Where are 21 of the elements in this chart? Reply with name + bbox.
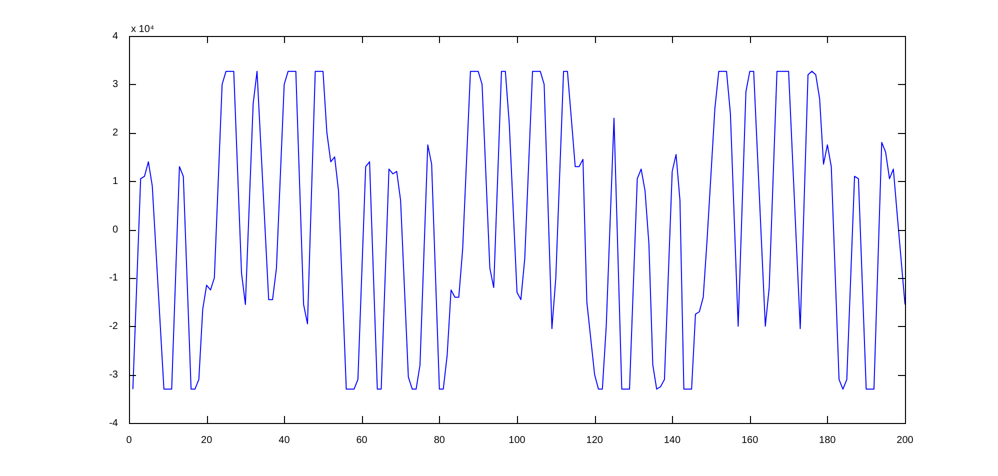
y-tick-label: -3 [109, 369, 118, 380]
x-tick-label: 40 [278, 434, 290, 446]
y-tick-label: -2 [109, 321, 118, 332]
x-tick-label: 100 [508, 434, 526, 446]
y-tick-label: -4 [109, 418, 118, 429]
y-tick-label: 4 [112, 30, 118, 42]
x-tick-label: 140 [664, 434, 681, 446]
y-tick-label: 0 [112, 224, 118, 236]
x-tick-label: 180 [819, 434, 836, 446]
y-tick-label: 2 [112, 128, 118, 138]
text: x 10⁴ [131, 24, 154, 35]
x-tick-label: 0 [126, 434, 132, 446]
x-tick-label: 20 [201, 434, 213, 446]
x-tick-label: 80 [434, 434, 446, 446]
x-tick-label: 60 [356, 434, 368, 446]
y-tick-label: 3 [112, 79, 118, 90]
y-tick-label: -1 [109, 272, 118, 284]
x-tick-label: 200 [896, 434, 914, 446]
x-tick-label: 120 [586, 434, 604, 446]
x-tick-label: 160 [741, 434, 759, 446]
y-tick-label: 1 [112, 176, 118, 187]
